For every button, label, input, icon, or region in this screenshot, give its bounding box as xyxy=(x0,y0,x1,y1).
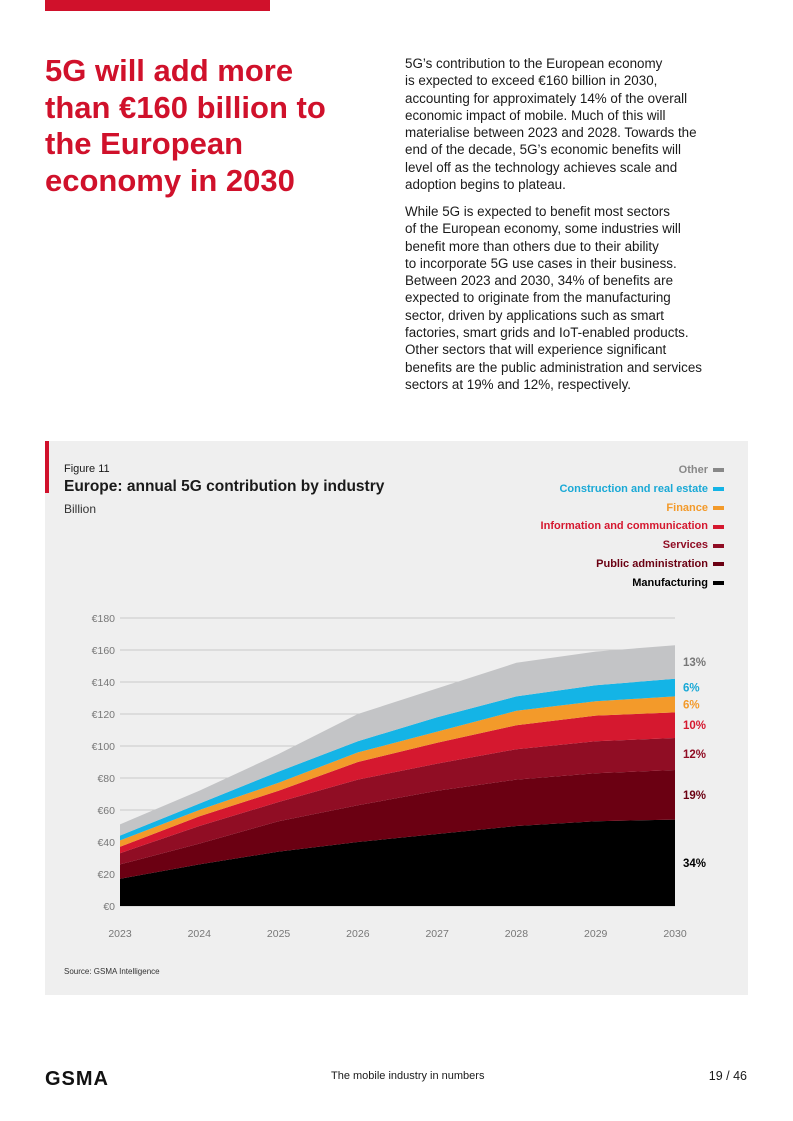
y-tick-label: €180 xyxy=(92,613,116,625)
legend-item: Other xyxy=(541,461,724,480)
figure-source: Source: GSMA Intelligence xyxy=(64,967,160,976)
paragraph-line: level off as the technology achieves sca… xyxy=(405,159,678,175)
paragraph-line: adoption begins to plateau. xyxy=(405,177,566,193)
y-tick-label: €120 xyxy=(92,709,116,721)
share-label: 6% xyxy=(683,683,700,695)
chart-legend: Other Construction and real estate Finance… xyxy=(541,461,724,593)
area-finance xyxy=(120,696,675,847)
legend-label: Construction and real estate xyxy=(559,482,708,495)
y-tick-label: €40 xyxy=(97,837,115,849)
legend-item: Information and communication xyxy=(541,517,724,536)
paragraph-line: is expected to exceed €160 billion in 20… xyxy=(405,73,658,89)
x-tick-label: 2027 xyxy=(425,928,449,940)
legend-item: Construction and real estate xyxy=(541,480,724,499)
paragraph-line: economic impact of mobile. Much of this … xyxy=(405,107,666,123)
x-tick-label: 2029 xyxy=(584,928,608,940)
legend-label: Finance xyxy=(666,501,708,514)
x-tick-label: 2023 xyxy=(108,928,132,940)
figure-accent-bar xyxy=(45,441,49,493)
paragraph-line: While 5G is expected to benefit most sec… xyxy=(405,204,670,219)
share-label: 10% xyxy=(683,720,706,732)
top-accent-bar xyxy=(45,0,270,11)
figure-label: Figure 11 xyxy=(64,463,110,475)
legend-item: Services xyxy=(541,536,724,555)
share-label: 13% xyxy=(683,657,706,669)
y-tick-label: €20 xyxy=(97,869,115,881)
body-paragraph-1: 5G’s contribution to the European econom… xyxy=(405,55,755,193)
chart-unit: Billion xyxy=(64,502,97,516)
paragraph-line: benefit more than others due to their ab… xyxy=(405,238,659,254)
area-services xyxy=(120,738,675,865)
body-paragraph-2: While 5G is expected to benefit most sec… xyxy=(405,203,755,393)
area-construction-and-real-estate xyxy=(120,678,675,841)
legend-swatch xyxy=(713,581,724,586)
x-tick-label: 2024 xyxy=(188,928,212,940)
x-tick-label: 2026 xyxy=(346,928,370,940)
x-tick-label: 2028 xyxy=(505,928,529,940)
paragraph-line: to incorporate 5G use cases in their bus… xyxy=(405,255,677,271)
legend-item: Public administration xyxy=(541,555,724,574)
paragraph-line: end of the decade, 5G’s economic benefit… xyxy=(405,142,681,158)
y-tick-label: €100 xyxy=(92,741,116,753)
legend-label: Manufacturing xyxy=(632,576,708,589)
legend-swatch xyxy=(713,505,724,510)
share-label: 12% xyxy=(683,749,706,761)
y-tick-label: €140 xyxy=(92,677,116,689)
legend-swatch xyxy=(713,543,724,548)
paragraph-line: accounting for approximately 14% of the … xyxy=(405,90,688,106)
legend-item: Manufacturing xyxy=(541,574,724,593)
paragraph-line: Between 2023 and 2030, 34% of benefits a… xyxy=(405,273,674,289)
paragraph-line: sectors at 19% and 12%, respectively. xyxy=(405,376,632,392)
legend-label: Services xyxy=(662,539,708,552)
legend-label: Public administration xyxy=(596,557,708,570)
legend-swatch xyxy=(713,562,724,567)
share-label: 19% xyxy=(683,790,706,802)
x-tick-label: 2030 xyxy=(663,928,687,940)
legend-label: Other xyxy=(678,464,708,476)
paragraph-line: benefits are the public administration a… xyxy=(405,359,702,375)
paragraph-line: Other sectors that will experience signi… xyxy=(405,342,667,358)
paragraph-line: expected to originate from the manufactu… xyxy=(405,290,671,306)
share-label: 34% xyxy=(683,858,706,870)
paragraph-line: materialise between 2023 and 2028. Towar… xyxy=(405,125,697,141)
y-tick-label: €0 xyxy=(103,901,115,913)
legend-swatch xyxy=(713,468,724,473)
y-tick-label: €60 xyxy=(97,805,115,817)
share-label: 6% xyxy=(683,699,700,711)
paragraph-line: of the European economy, some industries… xyxy=(405,221,681,237)
page-headline: 5G will add more than €160 billion to th… xyxy=(45,53,326,198)
paragraph-line: 5G’s contribution to the European econom… xyxy=(405,56,663,71)
page-number: 19 / 46 xyxy=(708,1069,747,1083)
y-tick-label: €160 xyxy=(92,645,116,657)
footer-title: The mobile industry in numbers xyxy=(331,1070,485,1082)
paragraph-line: sector, driven by applications such as s… xyxy=(405,307,665,323)
chart-title: Europe: annual 5G contribution by indust… xyxy=(64,478,385,495)
legend-label: Information and communication xyxy=(540,520,708,533)
y-tick-label: €80 xyxy=(97,773,115,785)
area-information-and-communication xyxy=(120,712,675,854)
legend-swatch xyxy=(713,524,724,529)
legend-swatch xyxy=(713,487,724,492)
area-other xyxy=(120,645,675,836)
paragraph-line: factories, smart grids and IoT-enabled p… xyxy=(405,325,689,341)
area-public-administration xyxy=(120,770,675,879)
legend-item: Finance xyxy=(541,499,724,518)
area-manufacturing xyxy=(120,819,675,906)
gsma-logo: GSMA xyxy=(45,1068,109,1090)
x-tick-label: 2025 xyxy=(267,928,291,940)
